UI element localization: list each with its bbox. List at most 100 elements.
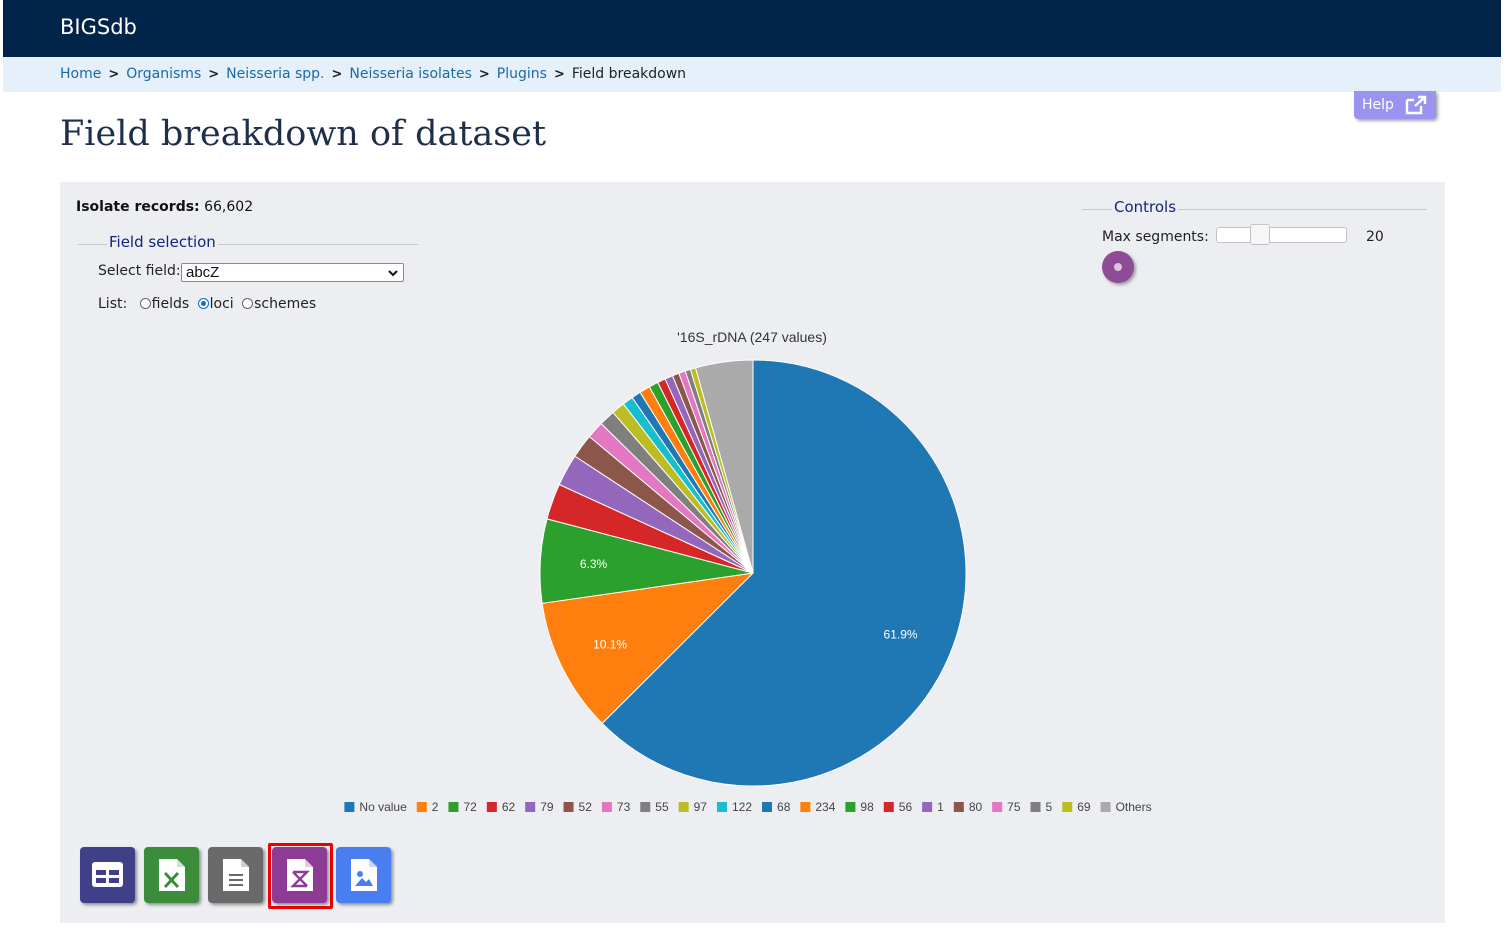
breadcrumb-separator: >: [478, 67, 490, 82]
fields-radio-label[interactable]: fields: [151, 296, 190, 312]
legend-swatch[interactable]: [953, 802, 964, 812]
breadcrumb: Home > Organisms > Neisseria spp. > Neisseria …: [60, 66, 686, 82]
field-selection-border: [78, 244, 418, 245]
legend-label[interactable]: 68: [777, 800, 791, 814]
legend-swatch[interactable]: [992, 802, 1003, 812]
max-segments-slider-handle[interactable]: [1250, 224, 1270, 245]
legend-swatch[interactable]: [800, 802, 811, 812]
page-title: Field breakdown of dataset: [60, 114, 547, 154]
breadcrumb-separator: >: [108, 67, 120, 82]
legend-swatch[interactable]: [1030, 802, 1041, 812]
legend-swatch[interactable]: [922, 802, 933, 812]
legend-swatch[interactable]: [678, 802, 689, 812]
image-export-button[interactable]: [336, 847, 391, 903]
excel-file-icon: [159, 859, 185, 891]
isolate-records: Isolate records: 66,602: [76, 199, 253, 215]
legend-label[interactable]: 2: [432, 800, 439, 814]
max-segments-slider[interactable]: [1216, 227, 1347, 243]
loci-radio[interactable]: [197, 298, 209, 309]
legend-swatch[interactable]: [1062, 802, 1073, 812]
legend-label[interactable]: 62: [502, 800, 516, 814]
legend-label[interactable]: 56: [899, 800, 913, 814]
loci-radio-label[interactable]: loci: [209, 296, 234, 312]
external-link-icon: [1405, 95, 1427, 115]
breakdown-panel: Isolate records: 66,602 Field selection …: [60, 182, 1445, 923]
breadcrumb-neisseria-isolates[interactable]: Neisseria isolates: [349, 66, 472, 82]
max-segments-label: Max segments:: [1102, 229, 1209, 245]
legend-label[interactable]: 75: [1007, 800, 1021, 814]
text-file-icon: [223, 859, 249, 891]
legend-swatch[interactable]: [716, 802, 727, 812]
list-label: List:: [98, 296, 128, 312]
field-select-value: abcZ: [186, 264, 220, 281]
pie-slice-value-label: 10.1%: [593, 637, 627, 651]
fields-radio[interactable]: [139, 298, 151, 309]
breadcrumb-current: Field breakdown: [571, 66, 687, 82]
legend-swatch[interactable]: [486, 802, 497, 812]
legend-swatch[interactable]: [563, 802, 574, 812]
pie-slice-no-value[interactable]: [601, 359, 967, 787]
legend-label[interactable]: 52: [579, 800, 593, 814]
legend-label[interactable]: 79: [540, 800, 554, 814]
legend-label[interactable]: Others: [1116, 800, 1152, 814]
field-selection-legend: Field selection: [107, 233, 218, 251]
legend-label[interactable]: No value: [359, 800, 407, 814]
table-export-button[interactable]: [80, 847, 135, 903]
legend-swatch[interactable]: [416, 802, 427, 812]
image-file-icon: [351, 859, 377, 891]
excel-export-button[interactable]: [144, 847, 199, 903]
controls-toggle-button[interactable]: [1102, 251, 1134, 283]
chevron-down-icon: [388, 270, 398, 277]
help-label: Help: [1362, 97, 1394, 113]
legend-label[interactable]: 69: [1077, 800, 1091, 814]
legend-label[interactable]: 55: [655, 800, 669, 814]
dna-file-icon: [287, 859, 313, 891]
legend-swatch[interactable]: [640, 802, 651, 812]
breadcrumb-organisms[interactable]: Organisms: [126, 66, 202, 82]
legend-label[interactable]: 98: [860, 800, 874, 814]
breadcrumb-plugins[interactable]: Plugins: [496, 66, 547, 82]
legend-swatch[interactable]: [1100, 802, 1111, 812]
breadcrumb-separator: >: [208, 67, 220, 82]
legend-label[interactable]: 73: [617, 800, 631, 814]
pie-slice-2[interactable]: [541, 572, 755, 725]
legend-label[interactable]: 80: [969, 800, 983, 814]
isolate-records-label: Isolate records:: [76, 199, 200, 215]
controls-border: [1082, 209, 1427, 210]
pie-chart: '16S_rDNA (247 values) 61.9% 10.1% 6.3% No…: [344, 329, 1152, 814]
brand-logo[interactable]: BIGSdb: [60, 15, 137, 39]
legend-swatch[interactable]: [883, 802, 894, 812]
legend-label[interactable]: 1: [937, 800, 944, 814]
pie-slice-others[interactable]: [694, 359, 754, 574]
text-export-button[interactable]: [208, 847, 263, 903]
fasta-export-button[interactable]: [272, 847, 327, 903]
field-select[interactable]: abcZ: [181, 263, 404, 282]
breadcrumb-bar: Home > Organisms > Neisseria spp. > Neisseria …: [3, 57, 1501, 92]
chart-title: '16S_rDNA (247 values): [677, 329, 827, 345]
pie-slice-value-label: 6.3%: [580, 557, 608, 571]
legend-swatch[interactable]: [845, 802, 856, 812]
selected-export-outline: [268, 843, 333, 909]
legend-swatch[interactable]: [344, 802, 355, 812]
legend-label[interactable]: 97: [694, 800, 708, 814]
legend-label[interactable]: 234: [815, 800, 835, 814]
schemes-radio[interactable]: [242, 298, 254, 309]
legend-label[interactable]: 122: [732, 800, 752, 814]
legend-swatch[interactable]: [448, 802, 459, 812]
top-bar: BIGSdb: [3, 0, 1501, 57]
help-button[interactable]: Help: [1354, 91, 1436, 119]
legend-swatch[interactable]: [762, 802, 773, 812]
legend-label[interactable]: 72: [463, 800, 477, 814]
breadcrumb-neisseria-spp[interactable]: Neisseria spp.: [226, 66, 325, 82]
pie-slice-value-label: 61.9%: [884, 627, 918, 641]
legend-swatch[interactable]: [601, 802, 612, 812]
legend-label[interactable]: 5: [1046, 800, 1053, 814]
controls-legend: Controls: [1112, 198, 1179, 216]
max-segments-value: 20: [1366, 229, 1384, 245]
table-icon: [92, 862, 123, 887]
breadcrumb-separator: >: [553, 67, 565, 82]
list-type-group: List: fields loci schemes: [98, 296, 316, 312]
legend-swatch[interactable]: [525, 802, 536, 812]
schemes-radio-label[interactable]: schemes: [254, 296, 317, 312]
breadcrumb-home[interactable]: Home: [60, 66, 102, 82]
